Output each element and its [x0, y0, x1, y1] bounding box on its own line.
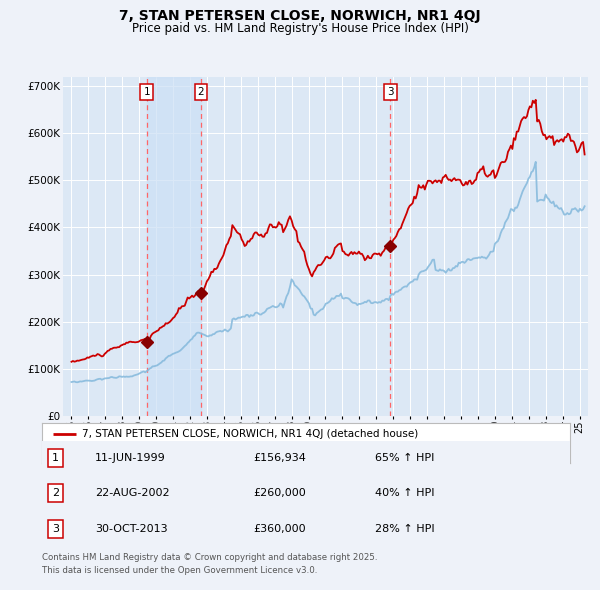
Text: £156,934: £156,934	[253, 453, 306, 463]
Text: Price paid vs. HM Land Registry's House Price Index (HPI): Price paid vs. HM Land Registry's House …	[131, 22, 469, 35]
Text: 30-OCT-2013: 30-OCT-2013	[95, 524, 167, 533]
Bar	[146, 77, 201, 416]
Text: 28% ↑ HPI: 28% ↑ HPI	[374, 524, 434, 533]
Text: 40% ↑ HPI: 40% ↑ HPI	[374, 489, 434, 498]
Text: 7, STAN PETERSEN CLOSE, NORWICH, NR1 4QJ (detached house): 7, STAN PETERSEN CLOSE, NORWICH, NR1 4QJ…	[82, 430, 418, 440]
Text: £260,000: £260,000	[253, 489, 306, 498]
Text: 1: 1	[52, 453, 59, 463]
Text: Contains HM Land Registry data © Crown copyright and database right 2025.
This d: Contains HM Land Registry data © Crown c…	[42, 553, 377, 575]
Text: 1: 1	[143, 87, 150, 97]
Text: 65% ↑ HPI: 65% ↑ HPI	[374, 453, 434, 463]
Text: 3: 3	[52, 524, 59, 533]
Text: £360,000: £360,000	[253, 524, 306, 533]
Text: 22-AUG-2002: 22-AUG-2002	[95, 489, 169, 498]
Text: 2: 2	[197, 87, 204, 97]
Text: 3: 3	[387, 87, 394, 97]
Text: 11-JUN-1999: 11-JUN-1999	[95, 453, 166, 463]
Text: 7, STAN PETERSEN CLOSE, NORWICH, NR1 4QJ: 7, STAN PETERSEN CLOSE, NORWICH, NR1 4QJ	[119, 9, 481, 24]
Text: HPI: Average price, detached house, Norwich: HPI: Average price, detached house, Norw…	[82, 448, 317, 458]
Text: 2: 2	[52, 489, 59, 498]
